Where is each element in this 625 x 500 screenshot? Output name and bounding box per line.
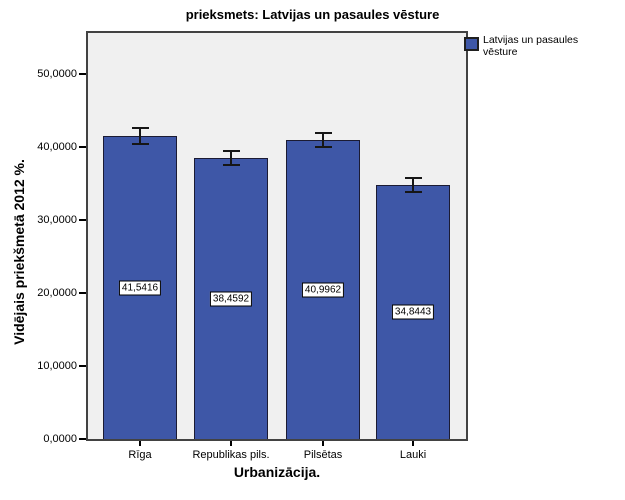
legend-swatch — [464, 37, 479, 51]
error-bar-cap-bottom-4 — [405, 191, 422, 193]
error-bar-cap-bottom-1 — [132, 143, 149, 145]
x-category-label-0: Rīga — [128, 449, 152, 461]
y-tick-5 — [79, 73, 86, 75]
x-axis-title: Urbanizācija. — [233, 464, 321, 480]
x-category-label-1: Republikas pils. — [192, 449, 270, 461]
plot-area: 41,5416 38,4592 40,9962 34,8443 — [86, 31, 468, 441]
bar-value-label-1: 41,5416 — [118, 280, 162, 295]
error-bar-line-1 — [139, 128, 141, 144]
y-tick-3 — [79, 219, 86, 221]
error-bar-line-4 — [412, 178, 414, 192]
y-tick-2 — [79, 292, 86, 294]
y-tick-label-5: 50,0000 — [37, 68, 77, 80]
x-tick-1 — [230, 441, 232, 446]
bar-value-label-2: 38,4592 — [209, 291, 253, 306]
bar-value-label-3: 40,9962 — [301, 282, 345, 297]
y-tick-label-2: 20,0000 — [37, 287, 77, 299]
x-category-label-2: Pilsētas — [303, 449, 343, 461]
chart-title: prieksmets: Latvijas un pasaules vēsture — [185, 7, 440, 22]
y-tick-1 — [79, 365, 86, 367]
x-tick-0 — [139, 441, 141, 446]
y-tick-0 — [79, 438, 86, 440]
legend-label: Latvijas un pasaules vēsture — [483, 34, 579, 58]
error-bar-cap-top-2 — [223, 150, 240, 152]
y-tick-label-3: 30,0000 — [37, 214, 77, 226]
y-tick-label-0: 0,0000 — [43, 433, 77, 445]
error-bar-line-2 — [230, 151, 232, 165]
y-axis-title: Vidējais priekšmetā 2012 %. — [11, 159, 27, 345]
error-bar-line-3 — [322, 133, 324, 147]
error-bar-cap-top-1 — [132, 127, 149, 129]
x-tick-2 — [322, 441, 324, 446]
error-bar-cap-bottom-3 — [315, 146, 332, 148]
y-tick-4 — [79, 146, 86, 148]
error-bar-cap-bottom-2 — [223, 164, 240, 166]
bar-value-label-4: 34,8443 — [391, 304, 435, 320]
y-tick-label-4: 40,0000 — [37, 141, 77, 153]
error-bar-cap-top-3 — [315, 132, 332, 134]
x-category-label-3: Lauki — [399, 449, 427, 461]
y-tick-label-1: 10,0000 — [37, 360, 77, 372]
error-bar-cap-top-4 — [405, 177, 422, 179]
x-tick-3 — [412, 441, 414, 446]
